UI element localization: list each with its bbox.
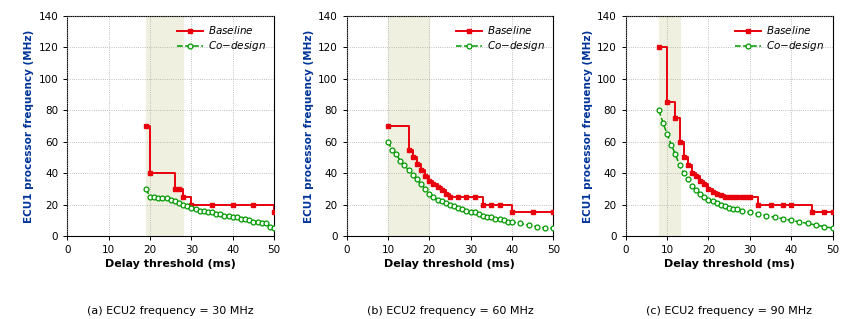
Legend: $\it{Baseline}$, $\it{Co}$$\it{{-design}}$: $\it{Baseline}$, $\it{Co}$$\it{{-design}…	[173, 21, 269, 56]
X-axis label: Delay threshold (ms): Delay threshold (ms)	[384, 259, 516, 269]
Bar	[145, 16, 183, 236]
Bar	[388, 16, 429, 236]
Bar	[659, 16, 680, 236]
X-axis label: Delay threshold (ms): Delay threshold (ms)	[664, 259, 795, 269]
Y-axis label: ECU1 processor frequency (MHz): ECU1 processor frequency (MHz)	[304, 29, 314, 223]
Legend: $\it{Baseline}$, $\it{Co}$$\it{{-design}}$: $\it{Baseline}$, $\it{Co}$$\it{{-design}…	[732, 21, 828, 56]
Text: (b) ECU2 frequency = 60 MHz: (b) ECU2 frequency = 60 MHz	[367, 307, 533, 316]
Y-axis label: ECU1 processor frequency (MHz): ECU1 processor frequency (MHz)	[24, 29, 34, 223]
Legend: $\it{Baseline}$, $\it{Co}$$\it{{-design}}$: $\it{Baseline}$, $\it{Co}$$\it{{-design}…	[452, 21, 548, 56]
X-axis label: Delay threshold (ms): Delay threshold (ms)	[105, 259, 236, 269]
Text: (c) ECU2 frequency = 90 MHz: (c) ECU2 frequency = 90 MHz	[646, 307, 812, 316]
Text: (a) ECU2 frequency = 30 MHz: (a) ECU2 frequency = 30 MHz	[87, 307, 254, 316]
Y-axis label: ECU1 processor frequency (MHz): ECU1 processor frequency (MHz)	[583, 29, 593, 223]
